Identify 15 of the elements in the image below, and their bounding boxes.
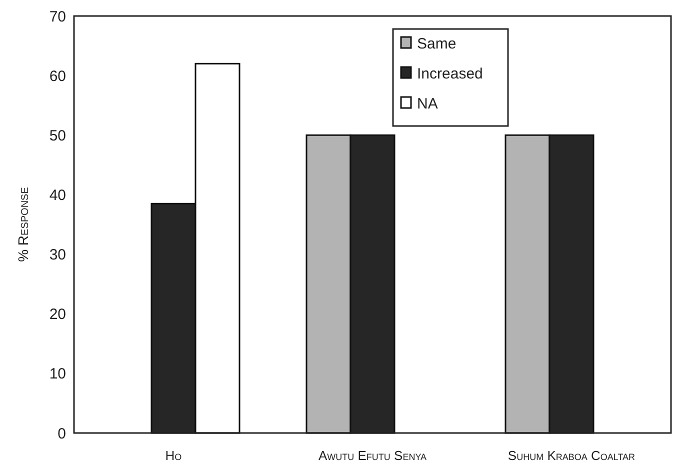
y-tick-label: 10 (49, 366, 66, 383)
legend-label: NA (417, 95, 438, 112)
y-tick-label: 20 (49, 306, 66, 324)
x-tick-label: Suhum Kraboa Coaltar (508, 448, 636, 463)
x-tick-label: Ho (165, 448, 182, 463)
y-tick-label: 70 (49, 8, 66, 26)
y-tick-label: 0 (58, 425, 66, 442)
legend-label: Same (417, 35, 456, 52)
y-tick-label: 60 (49, 68, 66, 85)
legend-label: Increased (417, 65, 483, 82)
y-axis-title: % Response (15, 186, 31, 262)
y-tick-label: 40 (49, 186, 66, 204)
y-tick-label: 50 (49, 127, 66, 144)
x-tick-label: Awutu Efutu Senya (318, 448, 427, 463)
y-tick-label: 30 (49, 246, 66, 264)
